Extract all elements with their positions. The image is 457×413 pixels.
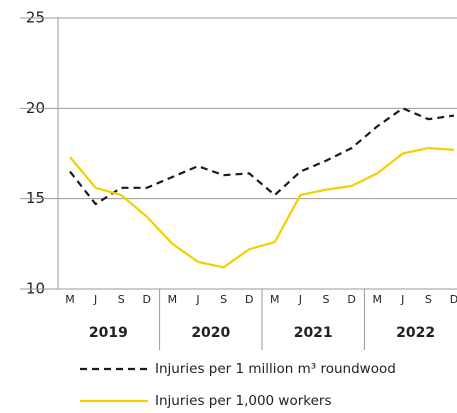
year-label: 2022	[396, 325, 435, 341]
series-line	[69, 107, 455, 206]
x-tick-label: J	[298, 293, 302, 306]
x-tick-label: J	[195, 293, 199, 306]
x-tick-label: M	[65, 293, 75, 306]
year-label: 2019	[89, 325, 128, 341]
series-line	[69, 146, 455, 269]
x-tick-label: S	[118, 293, 125, 306]
x-tick-label: D	[347, 293, 355, 306]
x-tick-label: M	[372, 293, 382, 306]
x-tick-label: J	[93, 293, 97, 306]
year-label: 2021	[294, 325, 333, 341]
legend-label: Injuries per 1,000 workers	[155, 393, 332, 409]
x-tick-label: S	[220, 293, 227, 306]
x-tick-label: D	[143, 293, 151, 306]
x-tick-label: M	[168, 293, 178, 306]
year-label: 2020	[191, 325, 230, 341]
legend-label: Injuries per 1 million m³ roundwood	[155, 361, 396, 377]
x-tick-label: D	[245, 293, 253, 306]
x-tick-label: J	[400, 293, 404, 306]
x-tick-label: S	[323, 293, 330, 306]
x-tick-label: M	[270, 293, 280, 306]
x-tick-label: S	[425, 293, 432, 306]
x-tick-label: D	[450, 293, 457, 306]
